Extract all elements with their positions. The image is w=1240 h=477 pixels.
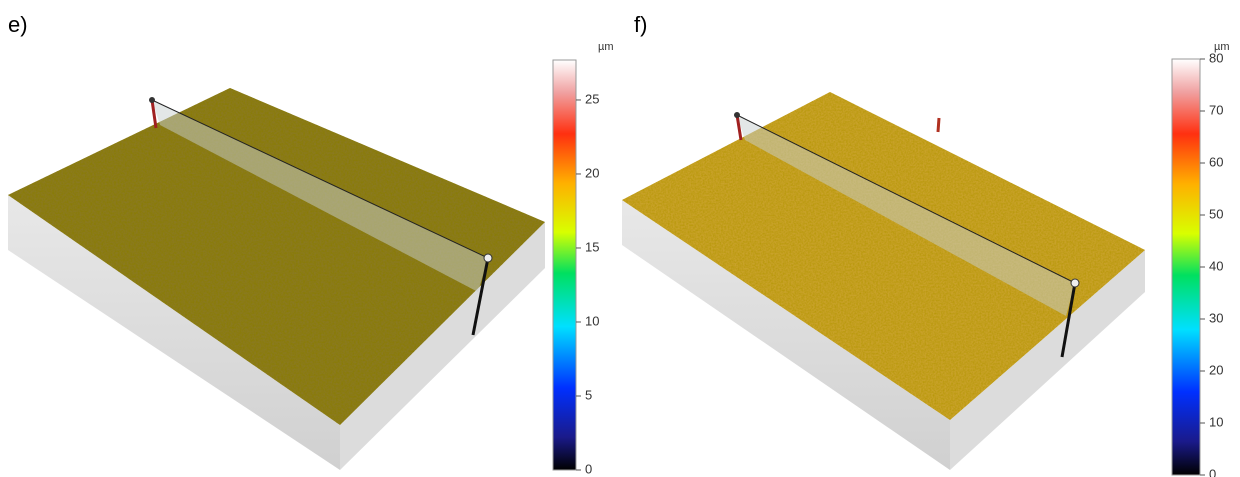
pin (471, 257, 490, 336)
block-front (622, 200, 950, 470)
block-side (340, 222, 545, 470)
panel-e: e) µm (8, 12, 614, 471)
colorbar (1171, 58, 1201, 476)
colorbar-tick-label: 0 (585, 461, 592, 476)
unit-label: µm (598, 41, 614, 53)
colorbar-tick-label: 70 (1209, 102, 1223, 117)
colorbar-tick-label: 15 (585, 239, 599, 254)
colorbar-tick-label: 10 (1209, 414, 1223, 429)
colorbar-tick-label: 60 (1209, 154, 1223, 169)
profile-plane (152, 100, 488, 292)
colorbar-tick-label: 30 (1209, 310, 1223, 325)
colorbar-tick-label: 80 (1209, 50, 1223, 65)
pin-head (149, 97, 155, 103)
pin-head (734, 112, 740, 118)
panel-label: f) (634, 12, 647, 37)
colorbar-tick-label: 50 (1209, 206, 1223, 221)
pin (1060, 282, 1077, 358)
colorbar-tick-label: 20 (1209, 362, 1223, 377)
pin-head (1070, 278, 1080, 288)
colorbar-tick-label: 5 (585, 387, 592, 402)
colorbar (552, 59, 577, 471)
spike (936, 117, 941, 133)
surface-texture (8, 88, 545, 425)
colorbar-tick-label: 10 (585, 313, 599, 328)
colorbar-tick-label: 25 (585, 91, 599, 106)
profile-line (151, 99, 489, 259)
pin (150, 99, 158, 129)
profile-line (736, 114, 1076, 284)
panel-label: e) (8, 12, 28, 37)
panel-f: f) µm (622, 12, 1230, 476)
block-front (8, 195, 340, 470)
surface-texture (622, 92, 1145, 420)
pin (735, 114, 743, 141)
colorbar-tick-label: 0 (1209, 466, 1216, 477)
block-side (950, 250, 1145, 470)
pin-head (483, 253, 493, 263)
unit-label: µm (1214, 41, 1230, 53)
profile-plane (737, 115, 1075, 316)
colorbar-tick-label: 40 (1209, 258, 1223, 273)
colorbar-tick-label: 20 (585, 165, 599, 180)
